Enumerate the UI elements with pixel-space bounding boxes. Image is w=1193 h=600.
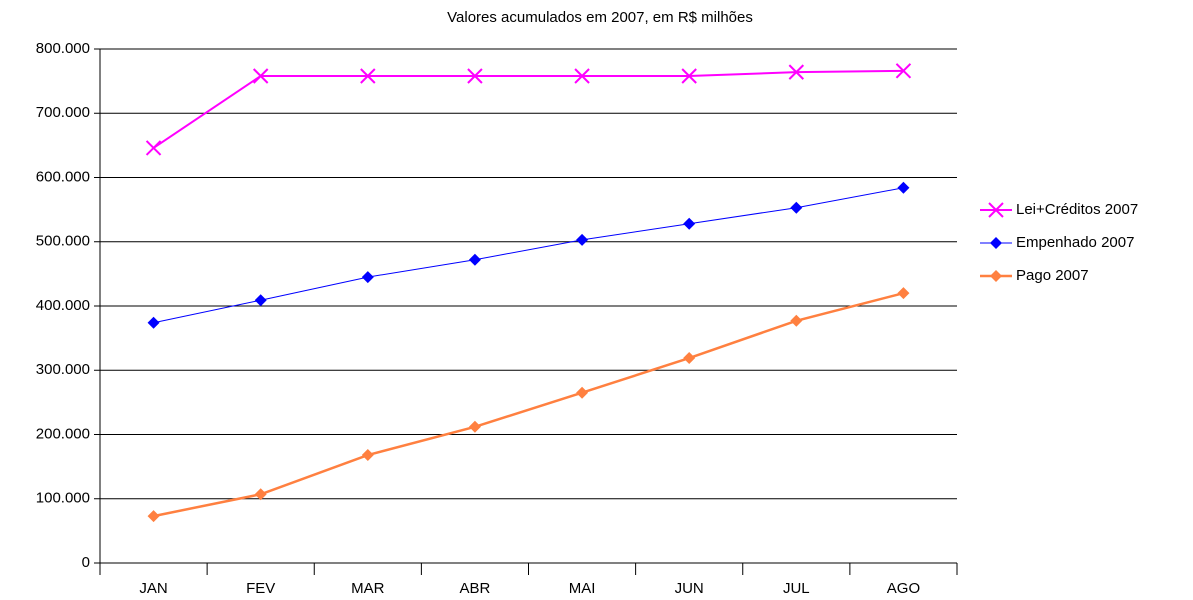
data-point [790,201,803,214]
series-line [153,69,904,149]
data-point [252,68,269,84]
data-point [788,64,805,80]
legend-label: Empenhado 2007 [1016,234,1134,251]
y-tick-label: 500.000 [36,233,90,250]
data-point [897,287,910,300]
data-point [576,386,589,399]
y-tick-label: 800.000 [36,40,90,57]
legend-label: Pago 2007 [1016,267,1089,284]
series-line [153,291,904,518]
data-point [576,233,589,246]
y-tick-label: 200.000 [36,425,90,442]
data-point [683,352,696,365]
data-point [681,68,697,84]
x-tick-label: JUL [783,580,810,597]
chart-title: Valores acumulados em 2007, em R$ milhõe… [447,9,753,26]
data-point [790,314,803,327]
legend-label: Lei+Créditos 2007 [1016,201,1138,218]
y-tick-label: 300.000 [36,361,90,378]
data-point [361,449,374,462]
data-point [895,63,912,79]
y-tick-label: 100.000 [36,490,90,507]
data-point [254,488,267,501]
x-tick-label: AGO [887,580,920,597]
data-point [467,68,483,84]
legend-marker [990,237,1002,249]
data-point [147,316,160,329]
data-point [897,181,910,194]
y-tick-label: 400.000 [36,297,90,314]
data-point [254,294,267,307]
data-point [360,68,376,84]
y-tick-label: 700.000 [36,104,90,121]
data-point [145,140,162,156]
y-tick-label: 0 [82,554,90,571]
legend-marker [990,270,1002,282]
data-point [361,271,374,284]
data-point [468,420,481,433]
x-tick-label: JAN [139,580,167,597]
x-tick-label: JUN [675,580,704,597]
x-tick-label: ABR [460,580,491,597]
data-point [683,217,696,230]
series-line [153,187,904,324]
legend-marker [988,202,1004,218]
data-point [147,510,160,523]
x-tick-label: MAI [569,580,596,597]
data-point [468,253,481,266]
x-tick-label: FEV [246,580,275,597]
x-tick-label: MAR [351,580,385,597]
data-point [574,68,590,84]
y-tick-label: 600.000 [36,168,90,185]
